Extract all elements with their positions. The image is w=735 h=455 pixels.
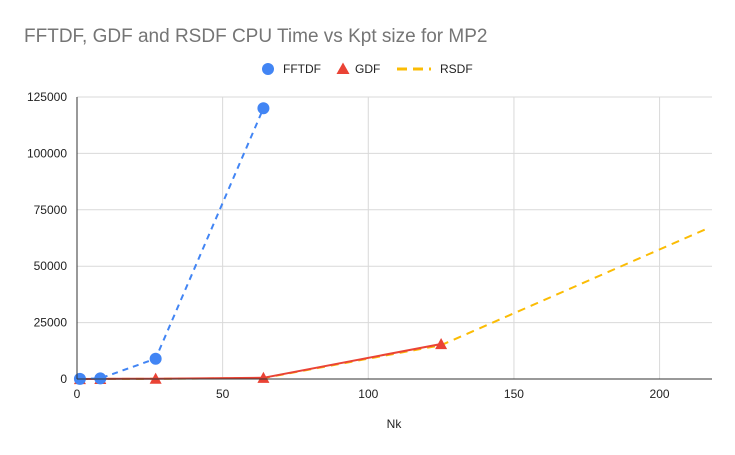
series-rsdf: [79, 228, 707, 380]
series-gdf: [73, 338, 448, 385]
legend-label-fftdf: FFTDF: [283, 62, 321, 76]
data-point-fftdf: [257, 102, 270, 115]
x-tick-label: 100: [358, 387, 378, 401]
legend-label-gdf: GDF: [355, 62, 380, 76]
x-tick-label: 150: [504, 387, 524, 401]
y-tick-label: 50000: [34, 259, 68, 273]
x-axis-label: Nk: [387, 417, 403, 431]
data-point-fftdf: [94, 372, 107, 385]
series-line-gdf: [79, 343, 442, 380]
plot-series: [73, 102, 707, 385]
y-tick-label: 25000: [34, 316, 68, 330]
legend-label-rsdf: RSDF: [440, 62, 473, 76]
y-tick-label: 0: [60, 372, 67, 386]
data-point-gdf: [149, 372, 162, 384]
chart-title: FFTDF, GDF and RSDF CPU Time vs Kpt size…: [24, 26, 487, 47]
x-tick-label: 200: [650, 387, 670, 401]
axes: 0 25000 50000 75000 100000 125000 0 50 100 150 200: [27, 90, 712, 401]
series-line-rsdf: [79, 228, 707, 380]
series-fftdf: [73, 102, 270, 385]
y-tick-label: 100000: [27, 146, 67, 160]
data-point-gdf: [435, 338, 448, 350]
y-tick-label: 125000: [27, 90, 67, 104]
legend-marker-fftdf: [262, 63, 274, 75]
grid: [77, 96, 712, 379]
data-point-gdf: [257, 371, 270, 383]
legend: FFTDF GDF RSDF: [262, 62, 473, 76]
legend-marker-gdf: [336, 62, 350, 74]
x-tick-label: 50: [216, 387, 230, 401]
y-tick-label: 75000: [34, 203, 68, 217]
data-point-fftdf: [149, 352, 162, 365]
x-tick-label: 0: [74, 387, 81, 401]
series-line-fftdf: [79, 107, 265, 380]
